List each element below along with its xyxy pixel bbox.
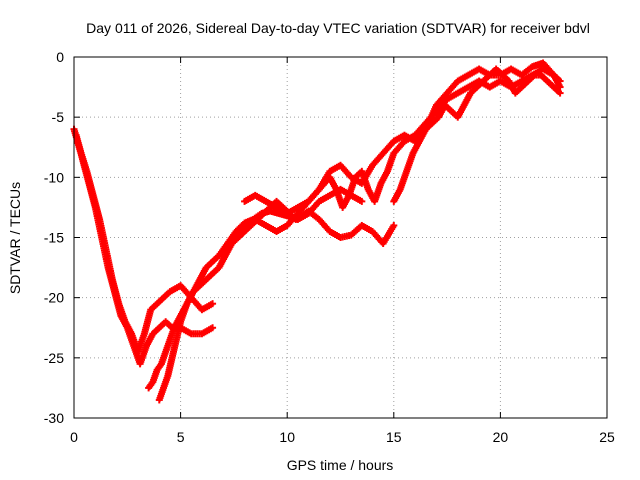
chart-title: Day 011 of 2026, Sidereal Day-to-day VTE… [86, 20, 590, 36]
series-track-2 [72, 131, 217, 368]
series-track-7 [390, 65, 564, 205]
x-tick-label: 15 [386, 429, 402, 445]
data-point [358, 197, 366, 205]
x-tick-label: 25 [599, 429, 615, 445]
data-point [209, 324, 217, 332]
data-point [209, 300, 217, 308]
y-tick-label: -20 [44, 290, 64, 306]
y-axis-label: SDTVAR / TECUs [7, 182, 23, 294]
ticks: 0 5 10 15 20 25 0 -5 -10 -15 -20 -25 -30 [44, 49, 615, 445]
y-tick-label: -10 [44, 169, 64, 185]
y-tick-label: 0 [56, 49, 64, 65]
data-point [390, 221, 398, 229]
y-tick-label: -25 [44, 350, 64, 366]
series-track-1 [70, 125, 217, 356]
y-tick-label: -30 [44, 410, 64, 426]
x-axis-label: GPS time / hours [287, 457, 394, 473]
series-track-4 [155, 197, 398, 404]
x-tick-label: 10 [279, 429, 295, 445]
x-tick-label: 5 [177, 429, 185, 445]
y-tick-label: -15 [44, 230, 64, 246]
data-point [556, 89, 564, 97]
x-tick-label: 0 [70, 429, 78, 445]
y-tick-label: -5 [52, 109, 65, 125]
data-points [70, 59, 564, 404]
x-tick-label: 20 [493, 429, 509, 445]
